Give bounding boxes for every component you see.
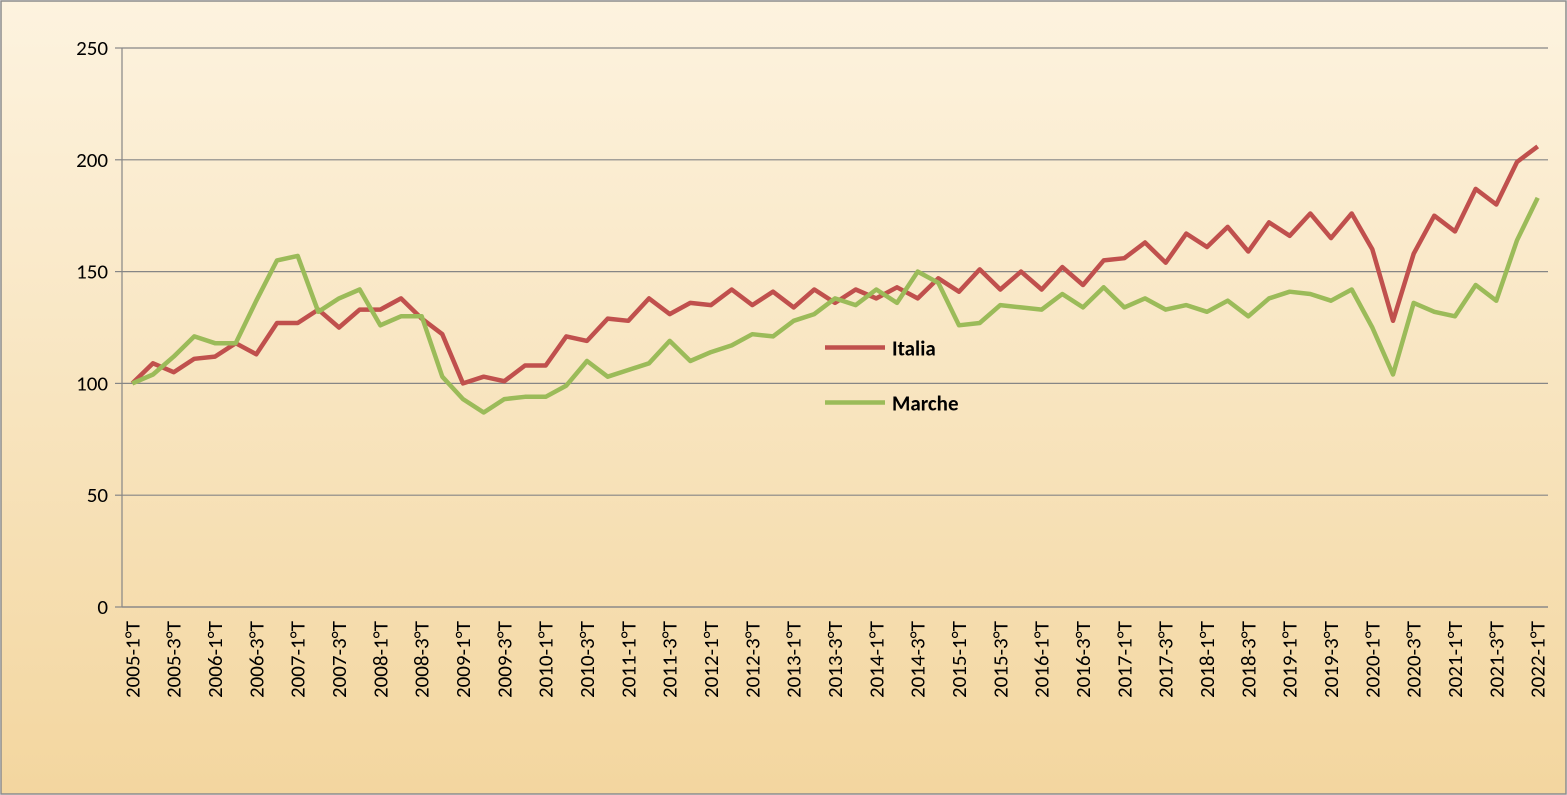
x-tick-label: 2012-3°T [739,621,765,698]
x-tick-label: 2012-1°T [698,621,724,698]
x-tick-label: 2010-1°T [533,621,559,698]
y-tick-label: 50 [87,482,109,508]
x-tick-label: 2010-3°T [574,621,600,698]
y-tick-label: 0 [97,594,108,620]
x-tick-label: 2005-1°T [119,621,145,698]
plot-area: 0 50 100 150 200 250 2005-1°T 2005-3°T 2006-1°T 2… [76,35,1551,698]
x-tick-label: 2013-1°T [781,621,807,698]
x-tick-label: 2009-1°T [450,621,476,698]
x-tick-label: 2014-3°T [905,621,931,698]
x-tick-label: 2021-1°T [1442,621,1468,698]
x-tick-label: 2015-3°T [987,621,1013,698]
x-tick-label: 2007-1°T [285,621,311,698]
x-tick-label: 2006-1°T [202,621,228,698]
x-tick-label: 2018-3°T [1235,621,1261,698]
x-tick-label: 2011-3°T [657,621,683,698]
x-tick-label: 2013-3°T [822,621,848,698]
x-tick-label: 2017-1°T [1111,621,1137,698]
legend-label: Italia [892,336,936,362]
x-tick-label: 2008-3°T [409,621,435,698]
x-tick-label: 2020-1°T [1359,621,1385,698]
x-tick-label: 2021-3°T [1483,621,1509,698]
y-tick-label: 250 [76,35,108,61]
x-tick-label: 2014-1°T [863,621,889,698]
x-tick-label: 2017-3°T [1153,621,1179,698]
x-tick-label: 2011-1°T [615,621,641,698]
series-line [131,196,1540,415]
x-tick-label: 2007-3°T [326,621,352,698]
y-tick-label: 100 [76,370,108,396]
x-tick-label: 2022-1°T [1525,621,1551,698]
x-tick-label: 2019-1°T [1277,621,1303,698]
x-tick-label: 2005-3°T [161,621,187,698]
x-tick-label: 2006-3°T [243,621,269,698]
x-tick-label: 2019-3°T [1318,621,1344,698]
legend-label: Marche [892,391,959,417]
y-tick-label: 150 [76,259,108,285]
x-tick-label: 2009-3°T [491,621,517,698]
series-line [130,144,1540,386]
y-tick-label: 200 [76,147,108,173]
x-tick-label: 2016-3°T [1070,621,1096,698]
x-tick-label: 2016-1°T [1029,621,1055,698]
x-tick-label: 2020-3°T [1401,621,1427,698]
x-tick-label: 2015-1°T [946,621,972,698]
x-tick-label: 2008-1°T [367,621,393,698]
x-tick-label: 2018-1°T [1194,621,1220,698]
